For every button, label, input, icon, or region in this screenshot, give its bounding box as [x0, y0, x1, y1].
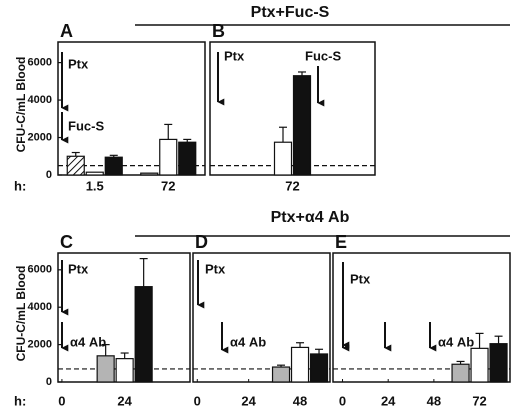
y-tick-label: 2000 — [28, 131, 52, 143]
panel-letter: A — [60, 21, 73, 41]
x-tick-label: 24 — [117, 393, 132, 408]
y-axis-label: CFU-C/mL Blood — [14, 57, 28, 153]
panel-letter: C — [60, 232, 73, 252]
annotation: α4 Ab — [70, 334, 106, 349]
row-title: Ptx+α4 Ab — [271, 209, 350, 226]
bar — [489, 343, 508, 383]
annotation: Ptx — [68, 261, 89, 276]
bar — [451, 363, 470, 383]
bar — [309, 353, 329, 383]
x-tick-label: 72 — [285, 178, 299, 193]
annotation: Ptx — [350, 271, 371, 286]
x-tick-label: 0 — [194, 393, 201, 408]
annotation: α4 Ab — [438, 334, 474, 349]
x-tick-label: 1.5 — [86, 178, 104, 193]
y-tick-label: 0 — [46, 169, 52, 181]
bar — [178, 141, 197, 176]
annotation: Ptx — [224, 48, 245, 63]
row-title: Ptx+Fuc-S — [251, 4, 330, 21]
y-tick-label: 0 — [46, 376, 52, 388]
x-tick-label: 48 — [293, 393, 307, 408]
y-tick-label: 2000 — [28, 339, 52, 351]
bar — [104, 156, 123, 176]
bar — [470, 347, 489, 383]
y-tick-label: 4000 — [28, 301, 52, 313]
annotation: Fuc-S — [305, 48, 341, 63]
annotation: Ptx — [68, 56, 89, 71]
bar — [140, 172, 159, 176]
panel-frame — [332, 252, 511, 383]
panel-letter: D — [195, 232, 208, 252]
y-tick-label: 4000 — [28, 94, 52, 106]
x-tick-label: 24 — [381, 393, 396, 408]
x-tick-label: 48 — [427, 393, 441, 408]
bar — [115, 358, 134, 383]
panel-frame — [209, 41, 376, 176]
x-tick-label: 24 — [241, 393, 256, 408]
y-tick-label: 6000 — [28, 57, 52, 69]
y-axis-label: CFU-C/mL Blood — [14, 266, 28, 362]
bar — [273, 141, 293, 176]
annotation: Ptx — [205, 261, 226, 276]
bar — [134, 286, 153, 383]
y-tick-label: 6000 — [28, 264, 52, 276]
x-tick-label: 0 — [339, 393, 346, 408]
panel-letter: E — [335, 232, 347, 252]
annotation: α4 Ab — [230, 334, 266, 349]
bar — [85, 171, 104, 176]
x-tick-label: 72 — [161, 178, 175, 193]
panel-frame — [192, 252, 331, 383]
annotation: Fuc-S — [68, 118, 104, 133]
x-prefix: h: — [14, 393, 26, 408]
bar — [292, 75, 312, 176]
bar — [96, 355, 115, 383]
x-tick-label: 0 — [58, 393, 65, 408]
bar — [66, 155, 85, 176]
panel-frame — [57, 41, 206, 176]
x-prefix: h: — [14, 178, 26, 193]
x-tick-label: 72 — [472, 393, 486, 408]
bar — [271, 366, 291, 383]
bar — [290, 346, 310, 383]
bar — [159, 138, 178, 176]
panel-letter: B — [212, 21, 225, 41]
